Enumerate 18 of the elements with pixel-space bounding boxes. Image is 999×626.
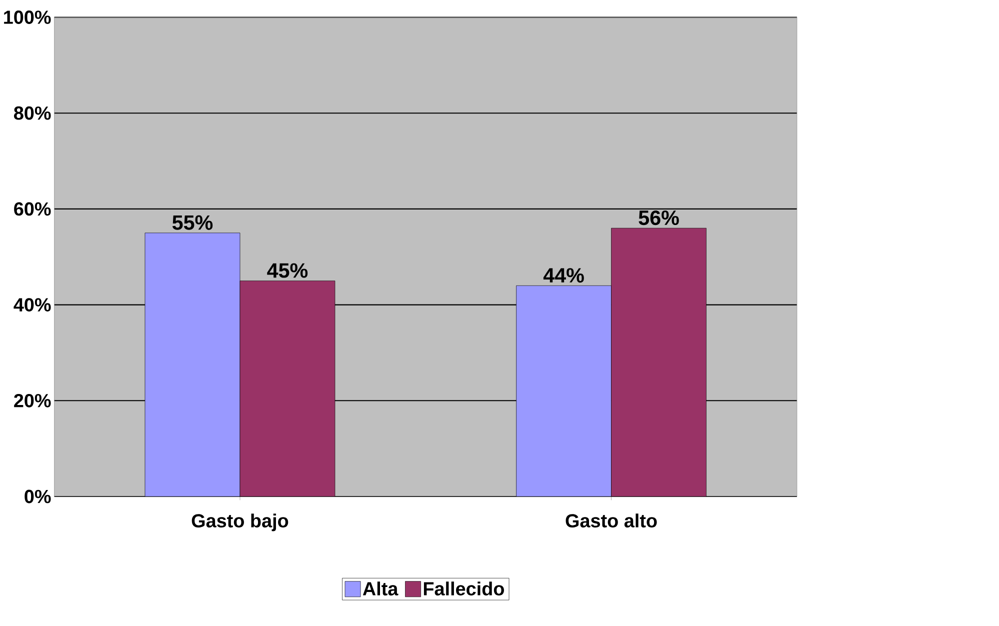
- data-label: 56%: [638, 210, 679, 226]
- x-tick-label: Gasto alto: [566, 514, 657, 528]
- legend-label: Alta: [362, 582, 398, 596]
- bar: [144, 232, 240, 496]
- y-tick-label: 40%: [14, 298, 51, 312]
- y-tick-label: 80%: [14, 106, 51, 120]
- y-tick-label: 20%: [14, 394, 51, 408]
- bar: [516, 285, 612, 496]
- x-tick-label: Gasto bajo: [192, 514, 288, 532]
- y-tick-label: 100%: [4, 10, 51, 24]
- y-tick-label: 0%: [24, 490, 51, 504]
- bar: [611, 228, 706, 496]
- data-label: 55%: [172, 215, 213, 230]
- data-label: 44%: [543, 268, 584, 283]
- data-label: 45%: [267, 263, 308, 278]
- legend-label: Fallecido: [424, 582, 504, 596]
- bar: [240, 280, 336, 496]
- y-tick-label: 60%: [14, 202, 51, 216]
